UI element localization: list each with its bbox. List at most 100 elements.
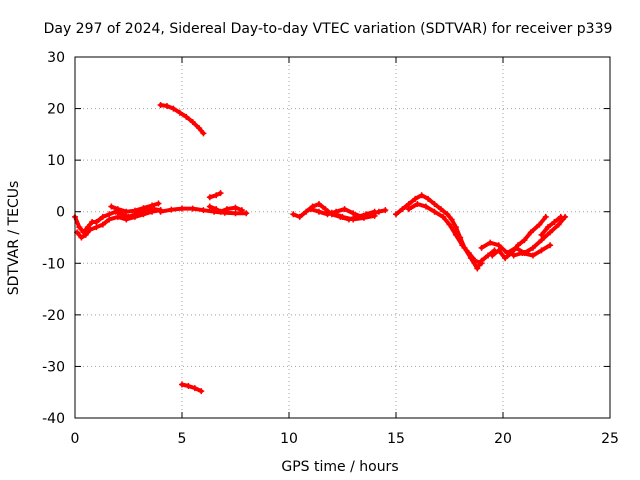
data-point — [510, 252, 517, 259]
data-point — [114, 206, 121, 213]
data-point — [170, 105, 177, 112]
data-point — [418, 192, 425, 199]
data-point — [487, 239, 494, 246]
data-point — [140, 211, 147, 218]
data-point — [371, 212, 378, 219]
data-point — [86, 226, 93, 233]
data-point — [164, 102, 171, 109]
data-point — [149, 208, 156, 215]
data-point — [465, 249, 472, 256]
data-point — [140, 205, 147, 212]
data-point — [206, 194, 213, 201]
data-point — [422, 203, 429, 210]
x-tick-label: 15 — [387, 431, 405, 447]
data-point — [243, 210, 250, 217]
series-arc-13 — [405, 200, 485, 267]
data-point — [529, 244, 536, 251]
data-point — [185, 383, 192, 390]
data-point — [206, 203, 213, 210]
data-point — [478, 244, 485, 251]
data-point — [495, 247, 502, 254]
data-point — [99, 221, 106, 228]
data-point — [350, 210, 357, 217]
data-point — [76, 224, 83, 231]
data-point — [414, 200, 421, 207]
data-point — [232, 204, 239, 211]
x-tick-label: 0 — [71, 431, 80, 447]
grid-layer — [75, 57, 610, 418]
plot-frame — [74, 56, 611, 419]
data-point — [399, 206, 406, 213]
data-point — [521, 237, 528, 244]
data-point — [315, 208, 322, 215]
series-arc-16 — [510, 242, 554, 259]
data-point — [179, 381, 185, 388]
data-point — [183, 113, 190, 120]
tick-layer: 0 5 10 15 20 25 -40 -30 -20 -10 0 10 20 30 — [42, 50, 619, 447]
data-point — [93, 219, 100, 226]
data-point — [448, 216, 455, 223]
data-point — [189, 118, 196, 125]
data-point — [217, 208, 224, 215]
data-point — [519, 249, 526, 256]
data-point — [315, 200, 322, 207]
data-point — [168, 206, 175, 213]
chart-title: Day 297 of 2024, Sidereal Day-to-day VTE… — [44, 21, 613, 37]
data-point — [350, 216, 357, 223]
data-point — [538, 237, 545, 244]
data-point — [440, 213, 447, 220]
y-tick-label: -10 — [42, 256, 65, 272]
series-line — [180, 382, 204, 394]
x-axis-label: GPS time / hours — [281, 459, 398, 475]
data-point — [431, 200, 438, 207]
data-point — [307, 206, 314, 213]
series-arc-17 — [538, 213, 564, 238]
data-point — [131, 213, 138, 220]
data-point — [551, 219, 558, 226]
data-point — [360, 214, 367, 221]
data-point — [431, 208, 438, 215]
series-arc-8 — [179, 381, 205, 395]
series-arc-3 — [108, 200, 162, 215]
data-point — [557, 213, 564, 220]
data-point — [106, 211, 113, 218]
data-point — [339, 213, 346, 220]
x-tick-label: 25 — [601, 431, 619, 447]
data-point — [538, 231, 545, 238]
series-arc-5 — [206, 203, 245, 215]
data-point — [176, 109, 183, 116]
data-point — [341, 206, 348, 213]
data-point — [108, 203, 115, 210]
data-point — [123, 208, 130, 215]
data-point — [78, 234, 85, 241]
data-point — [437, 206, 444, 213]
series-arc-11 — [328, 209, 378, 223]
data-point — [393, 211, 399, 218]
data-point — [213, 192, 220, 199]
data-point — [223, 206, 230, 213]
data-point — [157, 101, 164, 108]
y-tick-label: 0 — [56, 205, 65, 221]
series-arc-2 — [74, 207, 164, 241]
data-point — [495, 242, 502, 249]
series-arc-6 — [206, 190, 224, 201]
x-tick-label: 20 — [494, 431, 512, 447]
data-point — [375, 208, 382, 215]
x-tick-label: 10 — [280, 431, 298, 447]
data-point — [191, 385, 198, 392]
data-point — [547, 242, 554, 249]
data-point — [474, 265, 481, 272]
data-point — [514, 242, 521, 249]
data-point — [444, 211, 451, 218]
data-point — [405, 206, 412, 213]
data-point — [547, 229, 554, 236]
y-tick-label: -30 — [42, 359, 65, 375]
series-arc-15 — [489, 213, 549, 262]
data-layer — [72, 101, 569, 395]
data-point — [527, 229, 534, 236]
data-point — [106, 216, 113, 223]
data-point — [149, 202, 156, 209]
data-point — [555, 221, 562, 228]
data-point — [131, 207, 138, 214]
